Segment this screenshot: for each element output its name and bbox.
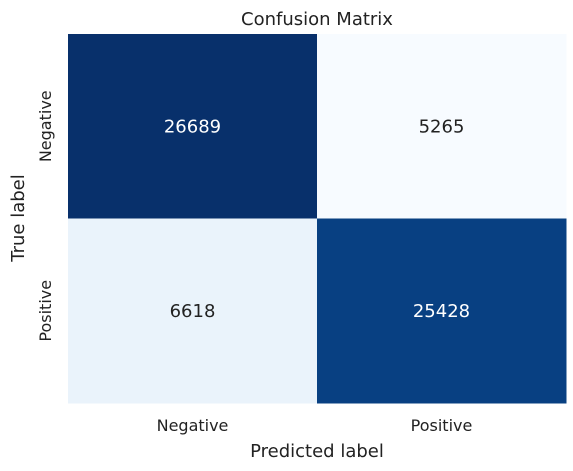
heatmap-cells [68, 34, 567, 404]
heatmap-cell-0-1 [317, 34, 567, 219]
x-tick-label-positive: Positive [411, 416, 473, 435]
x-tick-label-negative: Negative [157, 416, 229, 435]
heatmap-cell-labels: 26689 5265 6618 25428 [164, 116, 470, 322]
y-tick-label-positive: Positive [36, 280, 55, 342]
x-axis-label: Predicted label [250, 441, 384, 462]
y-tick-labels: Negative Positive [36, 90, 55, 341]
x-tick-labels: Negative Positive [157, 416, 473, 435]
heatmap-cell-1-0 [68, 218, 318, 404]
y-axis-label: True label [8, 174, 29, 263]
heatmap-cell-1-1 [317, 218, 567, 404]
cell-value-0-1: 5265 [419, 116, 465, 137]
heatmap-cell-0-0 [68, 34, 318, 219]
cell-value-1-1: 25428 [413, 301, 470, 322]
cell-value-1-0: 6618 [170, 301, 216, 322]
cell-value-0-0: 26689 [164, 116, 221, 137]
y-tick-label-negative: Negative [36, 90, 55, 162]
chart-title: Confusion Matrix [241, 9, 393, 30]
